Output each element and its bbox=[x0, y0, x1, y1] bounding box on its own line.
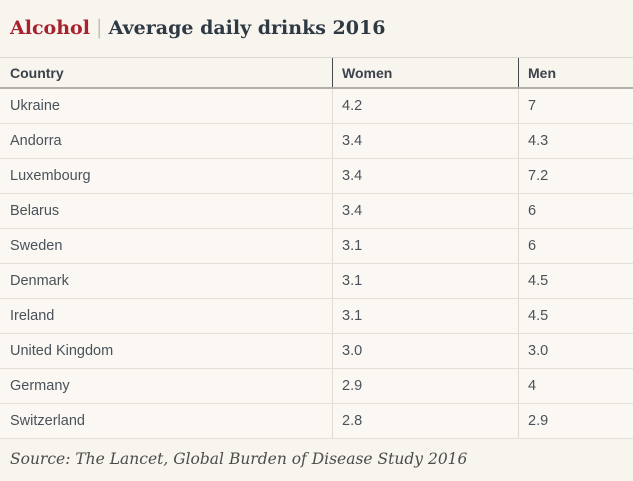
title-separator: | bbox=[95, 15, 103, 39]
women-value-cell: 3.1 bbox=[332, 229, 518, 263]
page-title: Alcohol | Average daily drinks 2016 bbox=[0, 0, 633, 57]
country-cell: Andorra bbox=[10, 133, 62, 149]
women-value-cell: 3.1 bbox=[332, 264, 518, 298]
country-cell: Germany bbox=[10, 378, 70, 394]
country-cell: Switzerland bbox=[10, 413, 85, 429]
table-row: Ireland 3.1 4.5 bbox=[0, 299, 633, 334]
country-cell: Ukraine bbox=[10, 98, 60, 114]
title-category: Alcohol bbox=[10, 17, 90, 39]
country-cell: Luxembourg bbox=[10, 168, 91, 184]
women-value-cell: 2.9 bbox=[332, 369, 518, 403]
table-row: Belarus 3.4 6 bbox=[0, 194, 633, 229]
column-header-women: Women bbox=[332, 58, 518, 87]
women-value-cell: 3.4 bbox=[332, 124, 518, 158]
men-value-cell: 3.0 bbox=[518, 334, 633, 368]
column-header-men: Men bbox=[518, 58, 633, 87]
table-row: Denmark 3.1 4.5 bbox=[0, 264, 633, 299]
title-text: Average daily drinks 2016 bbox=[108, 17, 386, 39]
women-value-cell: 4.2 bbox=[332, 89, 518, 123]
table-header-row: Country Women Men bbox=[0, 57, 633, 89]
women-value-cell: 3.4 bbox=[332, 194, 518, 228]
country-cell: Ireland bbox=[10, 308, 55, 324]
men-value-cell: 4.5 bbox=[518, 299, 633, 333]
table-row: Sweden 3.1 6 bbox=[0, 229, 633, 264]
women-value-cell: 2.8 bbox=[332, 404, 518, 438]
drinks-table: Country Women Men Ukraine 4.2 7 Andorra … bbox=[0, 57, 633, 439]
women-value-cell: 3.4 bbox=[332, 159, 518, 193]
table-row: Andorra 3.4 4.3 bbox=[0, 124, 633, 159]
country-cell: United Kingdom bbox=[10, 343, 114, 359]
men-value-cell: 7.2 bbox=[518, 159, 633, 193]
source-attribution: Source: The Lancet, Global Burden of Dis… bbox=[10, 450, 468, 468]
country-cell: Belarus bbox=[10, 203, 60, 219]
women-value-cell: 3.1 bbox=[332, 299, 518, 333]
table-row: United Kingdom 3.0 3.0 bbox=[0, 334, 633, 369]
men-value-cell: 6 bbox=[518, 194, 633, 228]
column-header-country: Country bbox=[10, 64, 64, 81]
men-value-cell: 2.9 bbox=[518, 404, 633, 438]
table-row: Ukraine 4.2 7 bbox=[0, 89, 633, 124]
men-value-cell: 7 bbox=[518, 89, 633, 123]
men-value-cell: 4.3 bbox=[518, 124, 633, 158]
men-value-cell: 4 bbox=[518, 369, 633, 403]
country-cell: Sweden bbox=[10, 238, 63, 254]
men-value-cell: 6 bbox=[518, 229, 633, 263]
table-row: Germany 2.9 4 bbox=[0, 369, 633, 404]
country-cell: Denmark bbox=[10, 273, 69, 289]
men-value-cell: 4.5 bbox=[518, 264, 633, 298]
table-row: Luxembourg 3.4 7.2 bbox=[0, 159, 633, 194]
women-value-cell: 3.0 bbox=[332, 334, 518, 368]
table-row: Switzerland 2.8 2.9 bbox=[0, 404, 633, 439]
